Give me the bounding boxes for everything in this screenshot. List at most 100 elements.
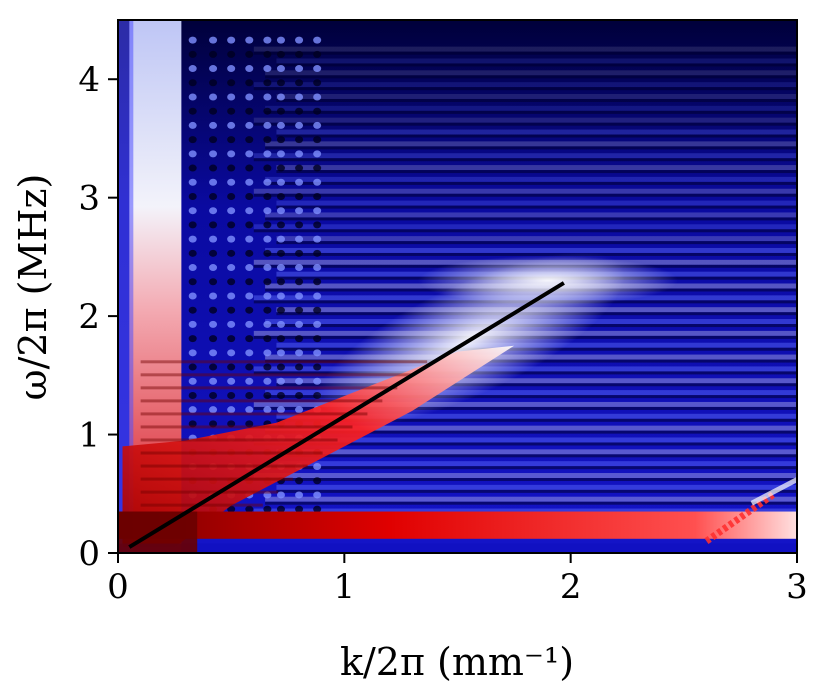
heatmap-stripe-dark	[265, 217, 797, 221]
heatmap-dot	[227, 164, 236, 172]
heatmap-dot	[209, 150, 218, 158]
heatmap-dot	[188, 406, 197, 414]
heatmap-dot	[245, 306, 254, 314]
heatmap-secondary-branch-white	[750, 477, 797, 506]
heatmap-stripe-dark	[276, 489, 797, 493]
heatmap-dot	[276, 264, 285, 272]
heatmap-dot	[245, 505, 254, 513]
heatmap-dot	[209, 363, 218, 371]
heatmap-dot	[276, 107, 285, 115]
heatmap-wedge-ripple	[140, 373, 413, 377]
x-tick-label: 2	[560, 567, 582, 607]
heatmap-dot	[295, 235, 304, 243]
heatmap-dot	[263, 491, 272, 499]
heatmap-red-wedge	[122, 345, 515, 548]
heatmap-dot	[227, 235, 236, 243]
heatmap-stripe-dark	[276, 63, 797, 67]
heatmap-dot	[209, 391, 218, 399]
heatmap-stripe	[276, 165, 797, 171]
heatmap-dot	[188, 349, 197, 357]
heatmap-stripe	[276, 93, 797, 99]
heatmap-dot	[188, 377, 197, 385]
heatmap-stripe	[276, 58, 797, 64]
heatmap-dot	[295, 391, 304, 399]
heatmap-dot	[313, 377, 322, 385]
heatmap-dot	[263, 65, 272, 73]
heatmap-dot	[263, 363, 272, 371]
heatmap-stripe	[265, 461, 797, 467]
heatmap-dot	[245, 164, 254, 172]
heatmap-dot	[276, 377, 285, 385]
heatmap-dot	[313, 36, 322, 44]
heatmap-dot	[188, 249, 197, 257]
heatmap-dot	[227, 278, 236, 286]
heatmap-dot	[295, 505, 304, 513]
heatmap-dot	[245, 363, 254, 371]
heatmap-dot	[295, 65, 304, 73]
heatmap-dot	[209, 235, 218, 243]
heatmap-dot	[276, 235, 285, 243]
heatmap-dot	[295, 377, 304, 385]
heatmap-dot	[245, 79, 254, 87]
heatmap-dot	[188, 192, 197, 200]
heatmap-stripe-dark	[276, 383, 797, 387]
heatmap-stripe-dark	[265, 501, 797, 505]
heatmap-dot	[227, 420, 236, 428]
heatmap-wedge-ripple	[140, 451, 323, 455]
heatmap-stripe-dark	[265, 430, 797, 434]
heatmap-stripe-dark	[265, 252, 797, 256]
heatmap-stripe	[253, 188, 797, 194]
heatmap-dot	[227, 391, 236, 399]
heatmap-dot	[263, 306, 272, 314]
heatmap-stripe-dark	[253, 229, 797, 233]
heatmap-stripe	[253, 224, 797, 230]
heatmap-stripe-dark	[265, 110, 797, 114]
x-tick-label: 1	[334, 567, 356, 607]
heatmap-dot	[295, 178, 304, 186]
heatmap-dot	[188, 420, 197, 428]
heatmap-dot	[295, 192, 304, 200]
heatmap-dot	[245, 136, 254, 144]
heatmap-dot	[188, 65, 197, 73]
heatmap-stripe	[265, 247, 797, 253]
heatmap-dot	[276, 320, 285, 328]
heatmap-stripe-dark	[265, 181, 797, 185]
heatmap-dot	[263, 264, 272, 272]
heatmap-dot	[295, 249, 304, 257]
heatmap-stripe-dark	[265, 395, 797, 399]
heatmap-dot	[295, 491, 304, 499]
heatmap-stripe-dark	[276, 454, 797, 458]
heatmap-dot	[209, 292, 218, 300]
heatmap-stripe	[253, 437, 797, 443]
heatmap-stripe-dark	[276, 98, 797, 102]
heatmap-dot	[227, 50, 236, 58]
heatmap-bottom-strip	[118, 543, 797, 553]
heatmap-dot	[276, 93, 285, 101]
heatmap-wedge-ripple	[140, 399, 383, 403]
heatmap-dot	[276, 136, 285, 144]
heatmap-stripe-dark	[253, 371, 797, 375]
heatmap-stripe	[265, 390, 797, 396]
heatmap-dot	[209, 377, 218, 385]
heatmap-stripe-dark	[253, 87, 797, 91]
heatmap-dot	[263, 349, 272, 357]
heatmap-dot	[263, 235, 272, 243]
heatmap-dot	[295, 406, 304, 414]
x-axis-label: k/2π (mm⁻¹)	[340, 640, 574, 684]
heatmap-dot	[227, 79, 236, 87]
x-tick-label: 0	[107, 567, 129, 607]
heatmap-dot	[276, 192, 285, 200]
heatmap-dot	[276, 150, 285, 158]
x-tick-label: 3	[786, 567, 808, 607]
heatmap-dot	[313, 164, 322, 172]
heatmap-stripe-dark	[276, 134, 797, 138]
heatmap-dot	[245, 278, 254, 286]
heatmap-dot	[263, 192, 272, 200]
heatmap-dot	[313, 121, 322, 129]
y-axis-label-text: ω/2π (MHz)	[11, 174, 55, 401]
heatmap-dot	[313, 65, 322, 73]
heatmap-left-edge	[118, 20, 134, 553]
heatmap-dot	[295, 264, 304, 272]
heatmap-stripe	[253, 473, 797, 479]
heatmap-wedge-ripple	[140, 360, 428, 364]
